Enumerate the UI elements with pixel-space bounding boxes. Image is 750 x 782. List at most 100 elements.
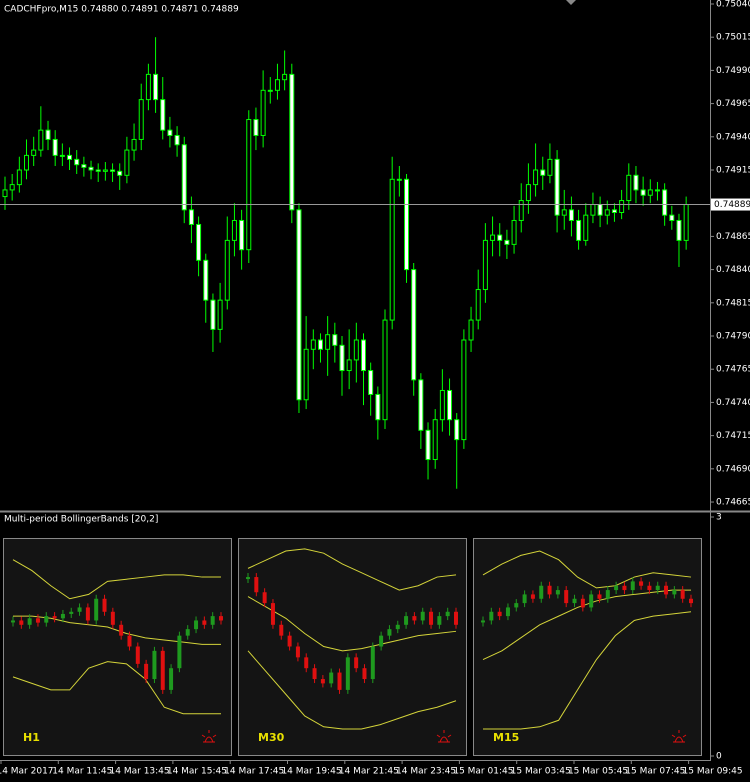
candle-body — [683, 204, 689, 241]
band-upper — [482, 550, 692, 589]
alert-icon — [201, 730, 217, 743]
indicator-tick-label: 3 — [716, 513, 722, 523]
candle-body — [167, 129, 173, 136]
x-tick-label: 15 Mar 05:45 — [568, 767, 628, 777]
candle-body — [203, 259, 209, 301]
candle-body — [418, 379, 424, 431]
candle-body — [640, 189, 646, 196]
candle-body — [497, 234, 503, 241]
band-middle — [247, 596, 457, 652]
y-tick-label: 0.74765 — [716, 365, 750, 375]
candle-body — [296, 209, 302, 401]
y-tick-label: 0.74715 — [716, 431, 750, 441]
candle-body — [597, 204, 603, 216]
band-lower — [483, 611, 692, 730]
candle-body — [504, 239, 510, 245]
candle-body — [24, 154, 30, 171]
candle-body — [38, 129, 44, 151]
y-tick-label: 0.75040 — [716, 0, 750, 9]
candle-body — [231, 219, 237, 241]
panel-frame — [3, 538, 232, 756]
candle-body — [382, 319, 388, 421]
shift-marker — [566, 0, 576, 5]
candle-body — [568, 209, 574, 221]
x-tick-label: 14 Mar 21:45 — [339, 767, 399, 777]
panel-frame — [238, 538, 467, 756]
candle-body — [518, 200, 524, 221]
candle-body — [260, 89, 266, 136]
alert-icon — [671, 730, 687, 743]
candle-body — [468, 319, 474, 341]
y-tick-label: 0.74990 — [716, 66, 750, 76]
candle-body — [160, 99, 166, 131]
candle-body — [353, 339, 359, 361]
bid-label-box — [711, 198, 750, 211]
candle-body — [59, 154, 65, 157]
candle-body — [310, 339, 316, 350]
y-tick-label: 0.74690 — [716, 464, 750, 474]
candle-body — [554, 158, 560, 216]
candle-body — [2, 189, 8, 198]
candle-body — [482, 239, 488, 291]
candle-body — [246, 119, 252, 251]
candle-body — [339, 344, 345, 372]
candle-body — [454, 419, 460, 441]
candle-body — [224, 239, 230, 301]
candle-body — [217, 299, 223, 330]
candle-body — [188, 209, 194, 225]
candle-body — [52, 138, 58, 156]
band-upper — [247, 548, 457, 591]
candle-body — [81, 164, 87, 168]
x-tick-label: 15 Mar 07:45 — [625, 767, 685, 777]
candle-body — [447, 389, 453, 421]
candle-body — [511, 219, 517, 245]
candle-body — [303, 348, 309, 401]
candle-body — [425, 429, 431, 461]
y-tick-label: 0.74940 — [716, 132, 750, 142]
candle-body — [604, 209, 610, 216]
candle-body — [432, 419, 438, 461]
y-tick-label: 0.74815 — [716, 298, 750, 308]
candle-body — [389, 178, 395, 321]
candle-body — [475, 289, 481, 321]
band-lower — [12, 661, 221, 715]
x-tick-label: 14 Mar 23:45 — [396, 767, 456, 777]
candle-body — [174, 134, 180, 146]
candle-body — [411, 269, 417, 381]
candle-body — [368, 370, 374, 395]
candle-body — [88, 166, 94, 171]
candle-body — [669, 214, 675, 221]
candle-body — [439, 389, 445, 421]
candle-body — [67, 154, 73, 160]
y-tick-label: 0.75015 — [716, 33, 750, 43]
x-tick-label: 14 Mar 13:45 — [110, 767, 170, 777]
candle-body — [533, 169, 539, 186]
y-tick-label: 0.74915 — [716, 166, 750, 176]
candle-body — [274, 79, 280, 91]
candle-body — [332, 334, 338, 346]
candle-body — [124, 149, 130, 176]
candle-body — [461, 339, 467, 441]
candle-body — [576, 219, 582, 241]
candle-body — [239, 219, 245, 251]
band-upper — [12, 559, 221, 600]
candle-body — [74, 158, 80, 166]
x-tick-label: 15 Mar 01:45 — [453, 767, 513, 777]
candle-body — [282, 73, 288, 81]
candle-body — [95, 169, 101, 172]
candle-body — [45, 129, 51, 140]
candle-body — [626, 174, 632, 202]
candle-body — [267, 89, 273, 92]
y-tick-label: 0.74865 — [716, 232, 750, 242]
candle-body — [138, 99, 144, 140]
x-tick-label: 15 Mar 09:45 — [683, 767, 743, 777]
alert-icon — [436, 730, 452, 743]
candle-body — [633, 174, 639, 191]
candle-body — [525, 184, 531, 202]
y-tick-label: 0.74665 — [716, 498, 750, 508]
indicator-window: 3 0 H1 M30 M15 — [3, 513, 722, 762]
x-tick-label: 14 Mar 11:45 — [52, 767, 112, 777]
